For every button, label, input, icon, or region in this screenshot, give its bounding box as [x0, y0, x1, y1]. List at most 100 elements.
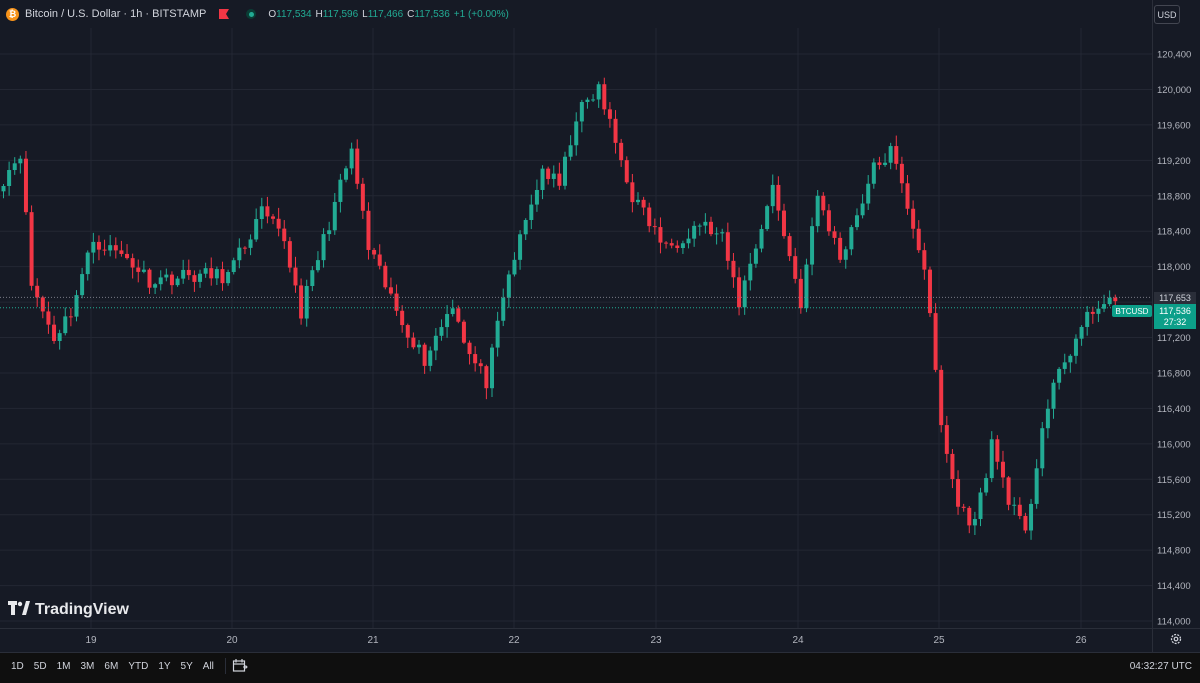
candle-body [366, 210, 371, 250]
candle-body [495, 320, 500, 348]
range-button[interactable]: 6M [104, 660, 119, 672]
utc-clock[interactable]: 04:32:27 UTC [1129, 660, 1192, 672]
ohlc-values: O117,534 H117,596 L117,466 C117,536 +1 (+0.0… [268, 9, 508, 20]
candle-body [849, 227, 854, 250]
candle-body [506, 274, 511, 298]
candle-body [287, 241, 292, 268]
candle-body [613, 118, 618, 143]
candle-body [130, 258, 135, 268]
candle-body [697, 225, 702, 227]
candle-body [29, 212, 34, 286]
candle-body [838, 237, 843, 260]
candle-body [198, 273, 203, 282]
candle-body [1068, 355, 1073, 363]
candle-body [804, 264, 809, 309]
candle-body [793, 256, 798, 279]
candle-body [1079, 326, 1084, 339]
candle-body [630, 182, 635, 203]
candle-body [1012, 504, 1017, 506]
candle-body [899, 163, 904, 184]
calendar-range-icon[interactable] [232, 658, 248, 674]
candle-body [725, 232, 730, 261]
candle-body [46, 311, 51, 325]
candle-body [984, 478, 989, 493]
candle-body [894, 146, 899, 164]
symbol-tag: BTCUSD [1112, 305, 1152, 317]
candle-body [1000, 461, 1005, 478]
candle-body [972, 519, 977, 526]
candle-body [927, 269, 932, 314]
candle-body [80, 274, 85, 296]
candle-body [214, 269, 219, 279]
candle-body [563, 156, 567, 186]
x-tick-label: 24 [792, 635, 804, 646]
candle-body [871, 162, 876, 184]
candle-body [944, 425, 949, 454]
flag-icon[interactable] [218, 8, 230, 20]
candle-body [439, 327, 444, 336]
y-tick-label: 114,800 [1157, 546, 1191, 557]
candle-body [141, 269, 146, 272]
range-button[interactable]: 1M [56, 660, 71, 672]
candle-body [1040, 428, 1045, 469]
y-tick-label: 119,200 [1157, 156, 1191, 167]
range-buttons: 1D 5D 1M 3M 6M YTD 1Y 5Y All [6, 653, 219, 679]
range-button[interactable]: 5D [33, 660, 47, 672]
candle-body [377, 254, 382, 266]
candle-body [781, 210, 786, 237]
candle-body [63, 316, 68, 334]
ohlc-value: 117,536 [414, 8, 450, 20]
candlestick-chart[interactable]: 120,400 120,000 119,600 119,200 118,800 118,4… [0, 0, 1200, 652]
gear-icon[interactable] [1169, 632, 1183, 646]
candle-body [68, 316, 73, 318]
candle-body [888, 146, 893, 163]
candle-body [551, 173, 556, 179]
x-tick-label: 23 [650, 635, 662, 646]
candle-body [456, 308, 461, 322]
candle-body [231, 260, 236, 273]
candle-body [692, 225, 697, 239]
currency-button[interactable]: USD [1154, 5, 1180, 24]
candle-body [607, 109, 612, 119]
market-status-icon[interactable] [246, 9, 257, 19]
ohlc-item: L117,466 [362, 9, 403, 20]
candle-body [52, 324, 57, 341]
range-button[interactable]: 1D [11, 660, 24, 672]
range-button[interactable]: 3M [80, 660, 95, 672]
range-button[interactable]: All [202, 660, 214, 672]
ohlc-label: H [315, 8, 323, 20]
y-tick-label: 115,600 [1157, 475, 1191, 486]
candle-body [518, 234, 523, 260]
candle-body [680, 243, 685, 249]
symbol-title[interactable]: Bitcoin / U.S. Dollar · 1h · BITSTAMP [25, 8, 207, 20]
candle-body [338, 179, 343, 202]
range-button[interactable]: 5Y [180, 660, 193, 672]
candle-body [703, 221, 708, 226]
candle-body [473, 354, 478, 364]
ohlc-item: C117,536 [407, 9, 450, 20]
candle-body [776, 184, 781, 211]
candle-body [843, 249, 848, 260]
candle-body [641, 199, 646, 208]
candle-body [821, 195, 826, 211]
last-price-tag: 117,536 27:32 [1154, 304, 1196, 329]
candle-body [400, 310, 405, 326]
candle-body [153, 284, 158, 288]
last-price-value: 117,536 [1159, 305, 1191, 316]
ohlc-value: 117,534 [276, 8, 312, 20]
candle-body [619, 142, 624, 161]
tradingview-logo[interactable]: TradingView [8, 601, 129, 619]
candle-body [686, 238, 691, 244]
range-button[interactable]: 1Y [158, 660, 171, 672]
ohlc-label: C [407, 8, 415, 20]
range-button[interactable]: YTD [128, 660, 149, 672]
candle-body [276, 218, 281, 229]
candle-body [242, 247, 247, 249]
ohlc-item: H117,596 [316, 9, 359, 20]
y-tick-label: 120,000 [1157, 85, 1191, 96]
candle-body [40, 297, 45, 312]
candle-body [939, 369, 944, 426]
candle-body [810, 226, 815, 265]
candle-body [579, 102, 584, 122]
